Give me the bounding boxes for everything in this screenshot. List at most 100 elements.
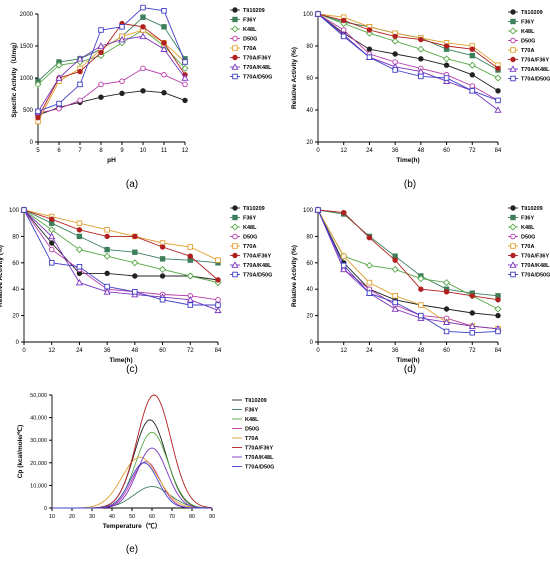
marker <box>232 214 238 221</box>
marker <box>418 36 424 43</box>
marker <box>159 297 166 303</box>
legend-item: D50G <box>230 233 257 241</box>
marker <box>443 289 450 295</box>
legend-item: D50G <box>230 35 257 43</box>
marker <box>443 75 450 81</box>
x-tick-label: 5 <box>36 148 40 154</box>
legend-item: T70A <box>230 243 256 250</box>
marker <box>76 227 83 233</box>
series-line <box>317 209 499 334</box>
marker <box>186 272 194 280</box>
marker <box>391 265 399 273</box>
x-tick-label: 20 <box>69 514 75 520</box>
x-tick-label: 10 <box>49 514 55 520</box>
legend-label: T70A/K48L <box>521 263 550 269</box>
series-line <box>23 209 219 281</box>
marker <box>232 205 238 211</box>
chart-panel-e: 10 20 30 40 50 60 70 80 90 0 10,000 20,000 30,000 40,… <box>16 393 274 555</box>
curve-d50g <box>52 461 212 509</box>
x-tick-label: 60 <box>443 348 450 354</box>
legend-item: K48L <box>230 223 257 231</box>
marker <box>391 37 399 45</box>
marker <box>392 33 398 40</box>
x-tick-label: 48 <box>418 348 425 354</box>
series-t70a-f36y <box>315 207 501 303</box>
y-tick-label: 0 <box>310 340 314 346</box>
legend-item: Tli10209 <box>508 9 543 16</box>
marker <box>510 214 516 221</box>
legend-item: T70A <box>232 436 258 442</box>
marker <box>469 46 475 52</box>
legend-label: K48L <box>245 417 259 423</box>
y-tick-label: 0 <box>44 506 47 512</box>
legend-item: T70A/F36Y <box>508 56 549 64</box>
legend-label: Tli10209 <box>521 206 543 212</box>
y-axis-label: Cp (kcal/mole/℃) <box>16 425 24 479</box>
legend-label: T70A/F36Y <box>245 446 273 452</box>
series-line <box>23 209 219 311</box>
x-tick-label: 0 <box>316 348 320 354</box>
x-tick-label: 48 <box>132 348 139 354</box>
legend-item: Tli10209 <box>230 205 265 212</box>
marker <box>510 56 516 63</box>
marker <box>232 16 238 23</box>
y-tick-label: 1500 <box>20 44 34 50</box>
marker <box>181 74 189 81</box>
legend-label: T70A <box>243 46 256 52</box>
legend-label: D50G <box>245 427 259 433</box>
marker <box>418 286 424 292</box>
marker <box>232 252 238 259</box>
marker <box>104 283 110 290</box>
y-tick-label: 20 <box>306 140 313 146</box>
x-tick-label: 30 <box>89 514 95 520</box>
x-tick-label: 12 <box>48 348 55 354</box>
x-tick-label: 60 <box>149 514 155 520</box>
marker <box>392 67 398 73</box>
legend: Tli10209 F36Y K48L D50G T70A T70A/F36Y T70A/K4… <box>230 7 272 81</box>
y-tick-label: 20 <box>306 314 313 320</box>
marker <box>315 11 321 17</box>
y-tick-label: 80 <box>306 44 313 50</box>
legend-label: Tli10209 <box>243 8 265 14</box>
legend-label: K48L <box>243 225 257 231</box>
y-axis-label: Relative Activity (%) <box>291 245 298 307</box>
marker <box>443 306 450 312</box>
series-t70a-d50g <box>315 11 501 104</box>
x-tick-label: 84 <box>495 148 502 154</box>
marker <box>187 244 194 250</box>
marker <box>231 25 239 33</box>
x-tick-label: 36 <box>104 348 111 354</box>
x-tick-label: 0 <box>22 348 26 354</box>
curve-t70a-k48l <box>52 447 212 509</box>
marker <box>132 289 138 295</box>
marker <box>76 264 83 270</box>
series-t70a-k48l <box>34 32 189 115</box>
marker <box>56 105 62 112</box>
marker <box>510 18 516 25</box>
marker <box>119 78 125 84</box>
x-tick-label: 9 <box>120 148 124 154</box>
marker <box>75 246 83 254</box>
marker <box>509 27 517 35</box>
legend-item: Tli10209 <box>232 398 267 404</box>
marker <box>21 207 27 213</box>
series-line <box>317 13 499 66</box>
series-line <box>317 209 499 330</box>
x-tick-label: 10 <box>140 148 147 154</box>
marker <box>510 37 516 44</box>
marker <box>55 61 63 69</box>
marker <box>182 81 188 88</box>
marker <box>159 256 166 262</box>
marker <box>510 75 516 82</box>
marker <box>494 106 502 113</box>
marker <box>131 259 139 267</box>
marker <box>443 279 451 287</box>
marker <box>76 233 83 240</box>
marker <box>232 45 238 51</box>
marker <box>315 207 321 213</box>
marker <box>340 262 347 269</box>
x-tick-label: 90 <box>209 514 215 520</box>
marker <box>160 45 168 52</box>
x-tick-label: 12 <box>340 148 347 154</box>
marker <box>159 273 166 279</box>
